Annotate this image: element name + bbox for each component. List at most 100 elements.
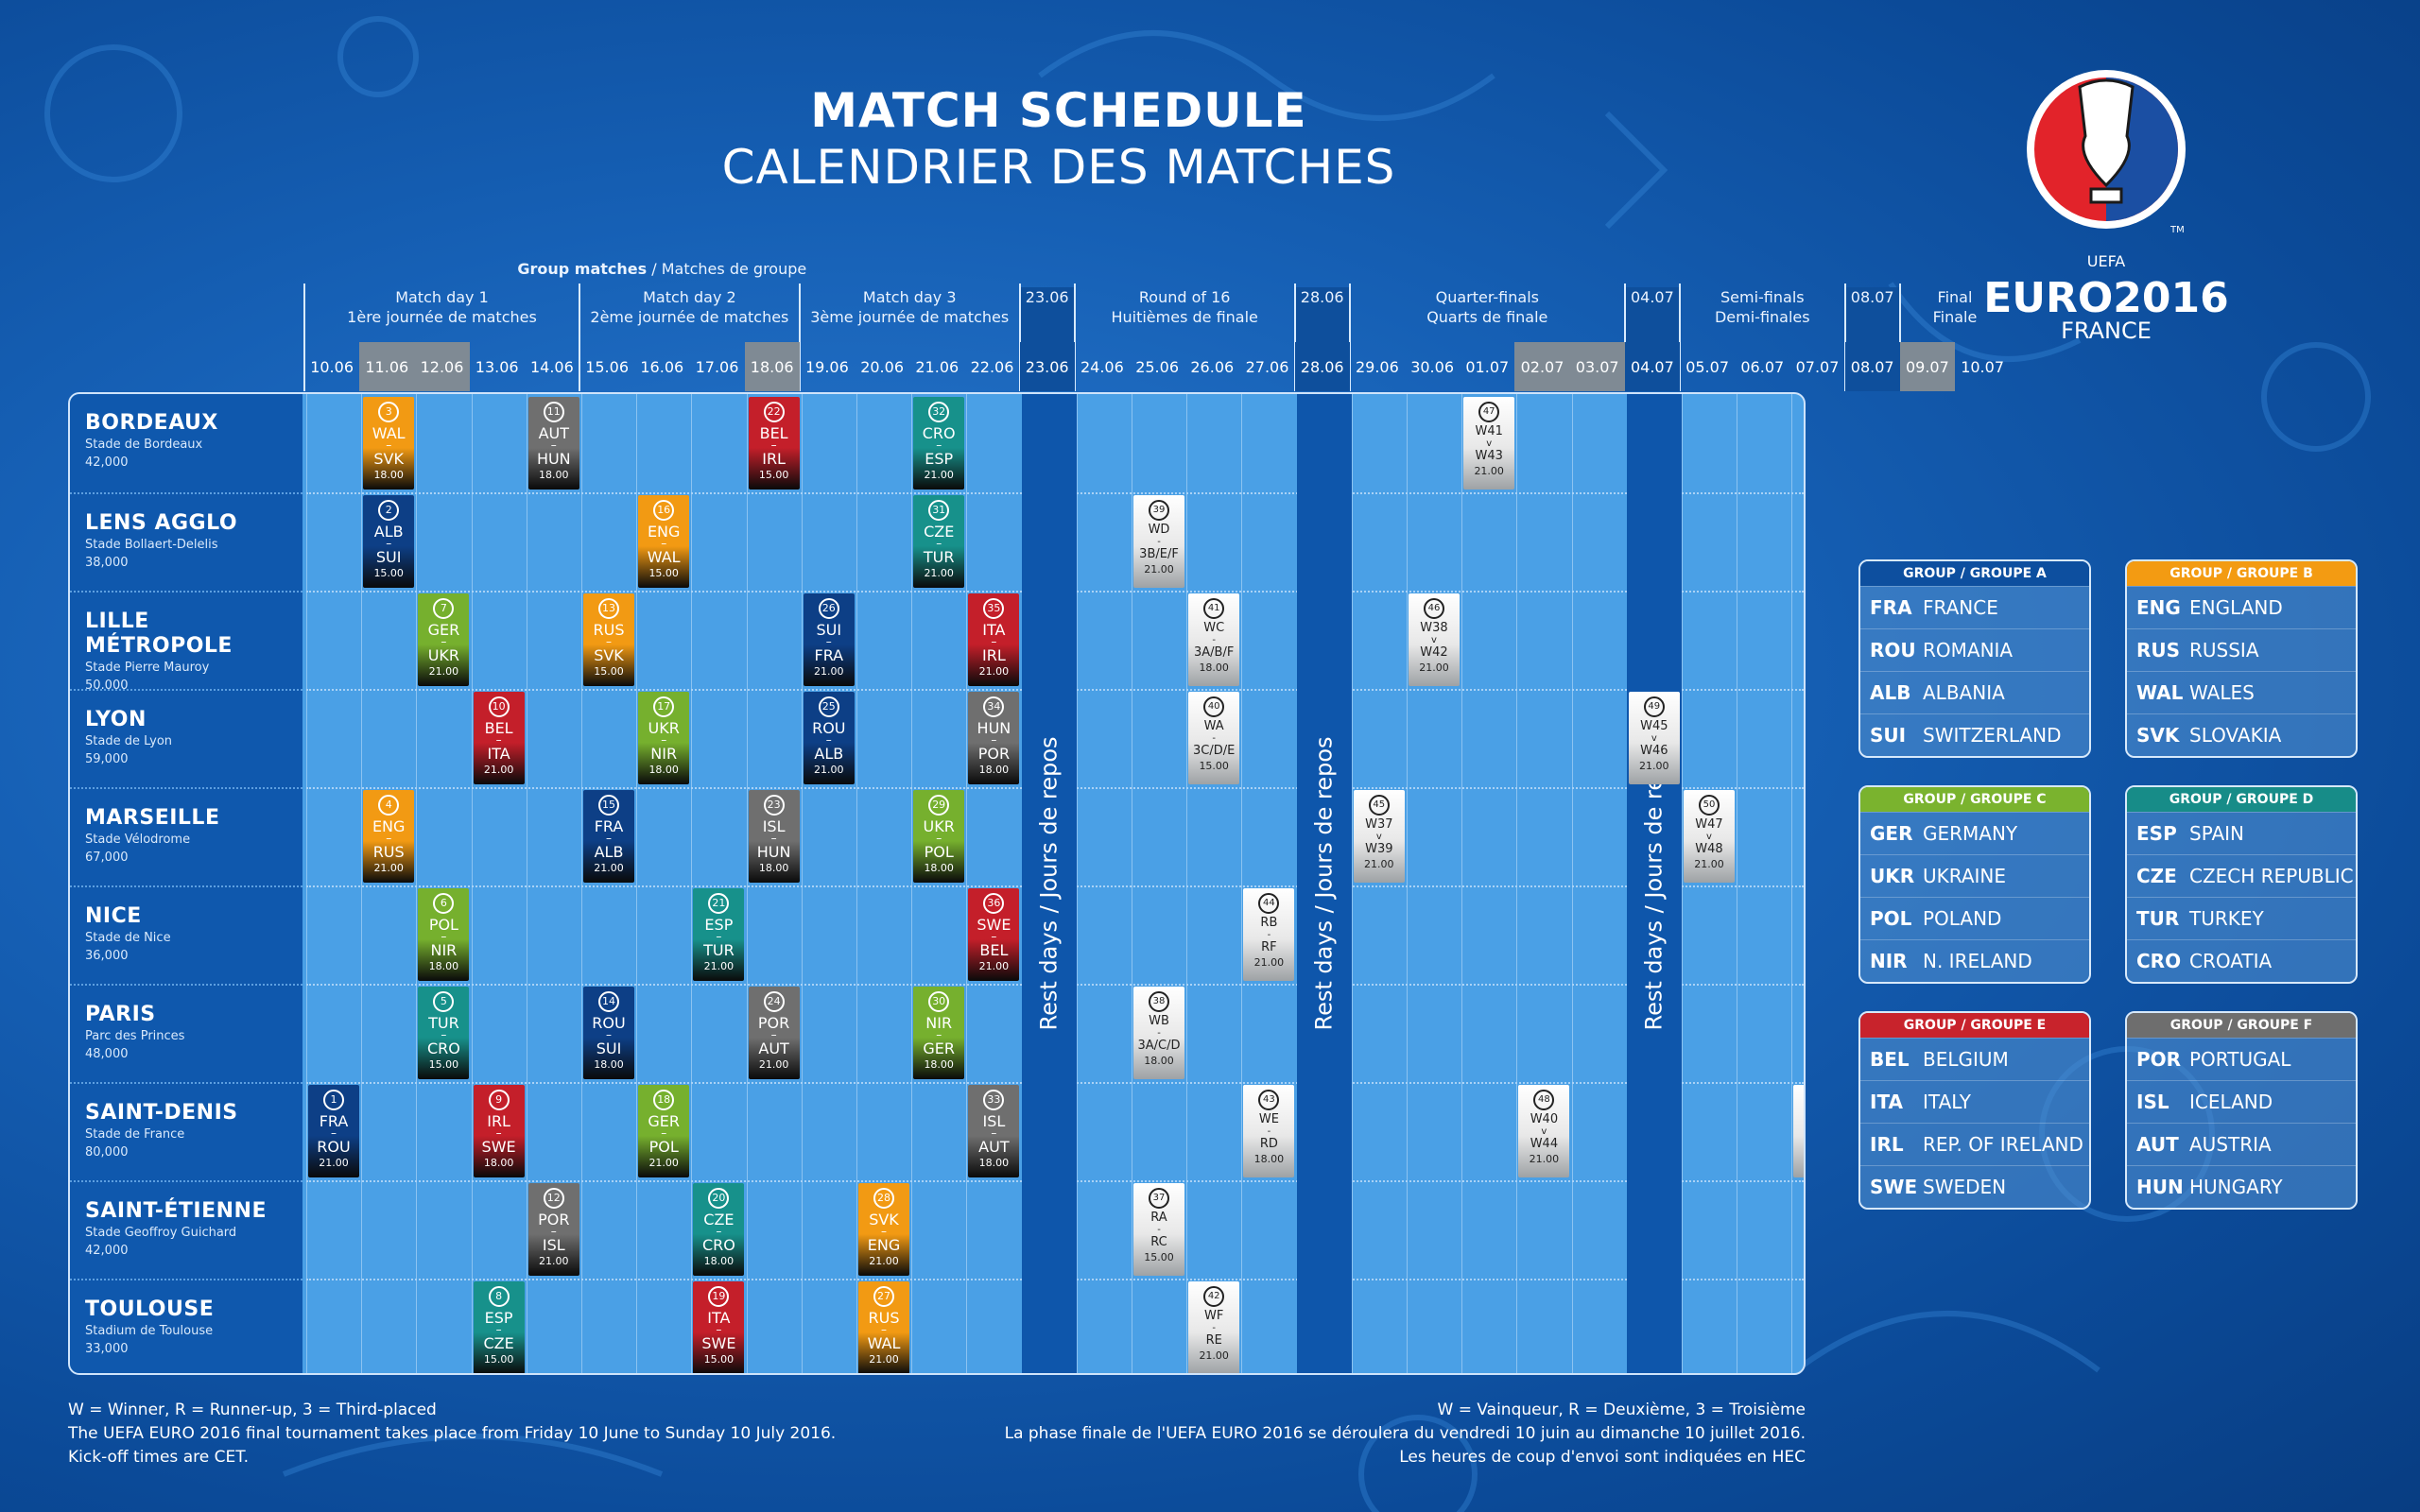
home-team: BEL [484, 719, 513, 737]
venue-capacity: 48,000 [85, 1047, 129, 1061]
group-match-tile[interactable]: 30 NIR – GER 18.00 [913, 987, 965, 1079]
group-match-tile[interactable]: 17 UKR – NIR 18.00 [638, 692, 690, 784]
knockout-match-tile[interactable]: 49 W45 v W46 21.00 [1628, 692, 1680, 784]
team-name: CZECH REPUBLIC [2189, 865, 2354, 887]
group-match-tile[interactable]: 31 CZE – TUR 21.00 [913, 495, 965, 588]
group-match-tile[interactable]: 25 ROU – ALB 21.00 [803, 692, 855, 784]
home-team: ALB [373, 523, 404, 541]
match-number: 15 [598, 795, 619, 816]
knockout-match-tile[interactable]: 37 RA - RC 15.00 [1133, 1183, 1184, 1276]
knockout-match-tile[interactable]: 39 WD -3B/E/F 21.00 [1133, 495, 1184, 588]
group-match-tile[interactable]: 28 SVK – ENG 21.00 [858, 1183, 909, 1276]
knockout-match-tile[interactable]: 42 WF - RE 21.00 [1188, 1281, 1240, 1373]
group-match-tile[interactable]: 15 FRA – ALB 21.00 [583, 790, 634, 883]
knockout-match-tile[interactable]: 40 WA -3C/D/E 15.00 [1188, 692, 1240, 784]
match-number: 22 [763, 402, 785, 422]
group-match-tile[interactable]: 14 ROU – SUI 18.00 [583, 987, 634, 1079]
group-match-tile[interactable]: 18 GER – POL 21.00 [638, 1085, 690, 1177]
group-match-tile[interactable]: 21 ESP – TUR 21.00 [693, 888, 745, 981]
group-match-tile[interactable]: 24 POR – AUT 21.00 [748, 987, 800, 1079]
knockout-match-tile[interactable]: 41 WC -3A/B/F 18.00 [1188, 593, 1240, 686]
knockout-match-tile[interactable]: 44 RB - RF 21.00 [1243, 888, 1295, 981]
match-number: 49 [1643, 696, 1665, 717]
team-code: CZE [2136, 865, 2177, 887]
group-match-tile[interactable]: 34 HUN – POR 18.00 [968, 692, 1020, 784]
group-match-tile[interactable]: 9 IRL – SWE 18.00 [473, 1085, 525, 1177]
phase-separator [798, 284, 801, 391]
knockout-match-tile[interactable]: 48 W40 v W44 21.00 [1518, 1085, 1570, 1177]
team-name: PORTUGAL [2189, 1048, 2291, 1071]
group-match-tile[interactable]: 3 WAL – SVK 18.00 [363, 397, 415, 490]
group-match-tile[interactable]: 5 TUR – CRO 15.00 [418, 987, 470, 1079]
group-match-tile[interactable]: 32 CRO – ESP 21.00 [913, 397, 965, 490]
versus-mark: - [1157, 1028, 1161, 1039]
away-team: SVK [594, 646, 624, 664]
away-team: RC [1150, 1235, 1167, 1249]
group-match-tile[interactable]: 26 SUI – FRA 21.00 [803, 593, 855, 686]
group-match-tile[interactable]: 27 RUS – WAL 21.00 [858, 1281, 909, 1373]
date-header: 12.06 [414, 342, 470, 391]
phase-separator [579, 284, 580, 391]
phase-header-rd4: 08.07 [1844, 287, 1900, 342]
phase-separator [1348, 284, 1351, 391]
versus-mark: v [1431, 635, 1437, 645]
home-team: ENG [647, 523, 681, 541]
knockout-match-tile[interactable]: 45 W37 v W39 21.00 [1353, 790, 1405, 883]
group-match-tile[interactable]: 8 ESP – CZE 15.00 [473, 1281, 525, 1373]
versus-dash: – [441, 635, 447, 648]
knockout-match-tile[interactable]: 51W49vW5021.00 [1793, 1085, 1804, 1177]
group-team-row: ESP SPAIN [2127, 812, 2356, 854]
kickoff-time: 15.00 [428, 1058, 459, 1071]
grid-column-line [1682, 394, 1683, 1373]
group-match-tile[interactable]: 7 GER – UKR 21.00 [418, 593, 470, 686]
team-code: NIR [1870, 950, 1908, 972]
kickoff-time: 15.00 [594, 665, 624, 678]
phase-header-md3: Match day 3 3ème journée de matches [800, 287, 1020, 327]
group-match-tile[interactable]: 33 ISL – AUT 18.00 [968, 1085, 1020, 1177]
knockout-match-tile[interactable]: 50 W47 v W48 21.00 [1684, 790, 1735, 883]
group-match-tile[interactable]: 23 ISL – HUN 18.00 [748, 790, 800, 883]
footer-left-line: W = Winner, R = Runner-up, 3 = Third-pla… [68, 1400, 437, 1419]
group-match-tile[interactable]: 20 CZE – CRO 18.00 [693, 1183, 745, 1276]
group-match-tile[interactable]: 36 SWE – BEL 21.00 [968, 888, 1020, 981]
group-match-tile[interactable]: 29 UKR – POL 18.00 [913, 790, 965, 883]
group-match-tile[interactable]: 2 ALB – SUI 15.00 [363, 495, 415, 588]
group-team-row: BEL BELGIUM [1860, 1038, 2089, 1080]
group-match-tile[interactable]: 6 POL – NIR 18.00 [418, 888, 470, 981]
kickoff-time: 21.00 [1639, 760, 1669, 772]
versus-dash: – [441, 930, 447, 943]
group-match-tile[interactable]: 22 BEL – IRL 15.00 [748, 397, 800, 490]
versus-mark: - [1157, 537, 1161, 547]
venue-row: NICE Stade de Nice 36,000 [70, 885, 302, 984]
group-match-tile[interactable]: 19 ITA – SWE 15.00 [693, 1281, 745, 1373]
knockout-match-tile[interactable]: 38 WB -3A/C/D 18.00 [1133, 987, 1184, 1079]
phase-separator [1073, 284, 1076, 391]
match-number: 32 [928, 402, 950, 422]
group-team-row: SVK SLOVAKIA [2127, 713, 2356, 756]
logo-tm: TM [2169, 225, 2185, 235]
venue-stadium: Parc des Princes [85, 1029, 185, 1043]
knockout-match-tile[interactable]: 47 W41 v W43 21.00 [1463, 397, 1515, 490]
venue-name: LYON [85, 708, 147, 731]
group-match-tile[interactable]: 1 FRA – ROU 21.00 [308, 1085, 359, 1177]
group-match-tile[interactable]: 16 ENG – WAL 15.00 [638, 495, 690, 588]
team-code: ROU [1870, 639, 1916, 662]
group-match-tile[interactable]: 4 ENG – RUS 21.00 [363, 790, 415, 883]
group-match-tile[interactable]: 11 AUT – HUN 18.00 [527, 397, 579, 490]
group-match-tile[interactable]: 10 BEL – ITA 21.00 [473, 692, 525, 784]
venue-row: LENS AGGLO Stade Bollaert-Delelis 38,000 [70, 492, 302, 591]
group-match-tile[interactable]: 12 POR – ISL 21.00 [527, 1183, 579, 1276]
grid-column-line [471, 394, 473, 1373]
group-team-row: RUS RUSSIA [2127, 628, 2356, 671]
away-team: BEL [979, 941, 1009, 959]
phase-separator [1293, 284, 1296, 391]
group-card: GROUP / GROUPE D ESP SPAIN CZE CZECH REPUBLI… [2125, 785, 2358, 984]
knockout-match-tile[interactable]: 43 WE - RD 18.00 [1243, 1085, 1295, 1177]
knockout-match-tile[interactable]: 46 W38 v W42 21.00 [1409, 593, 1460, 686]
group-match-tile[interactable]: 13 RUS – SVK 15.00 [583, 593, 634, 686]
away-team: W39 [1365, 842, 1393, 856]
kickoff-time: 21.00 [1474, 465, 1504, 477]
venue-row: TOULOUSE Stadium de Toulouse 33,000 [70, 1279, 302, 1373]
venue-stadium: Stade Pierre Mauroy [85, 661, 210, 675]
group-match-tile[interactable]: 35 ITA – IRL 21.00 [968, 593, 1020, 686]
